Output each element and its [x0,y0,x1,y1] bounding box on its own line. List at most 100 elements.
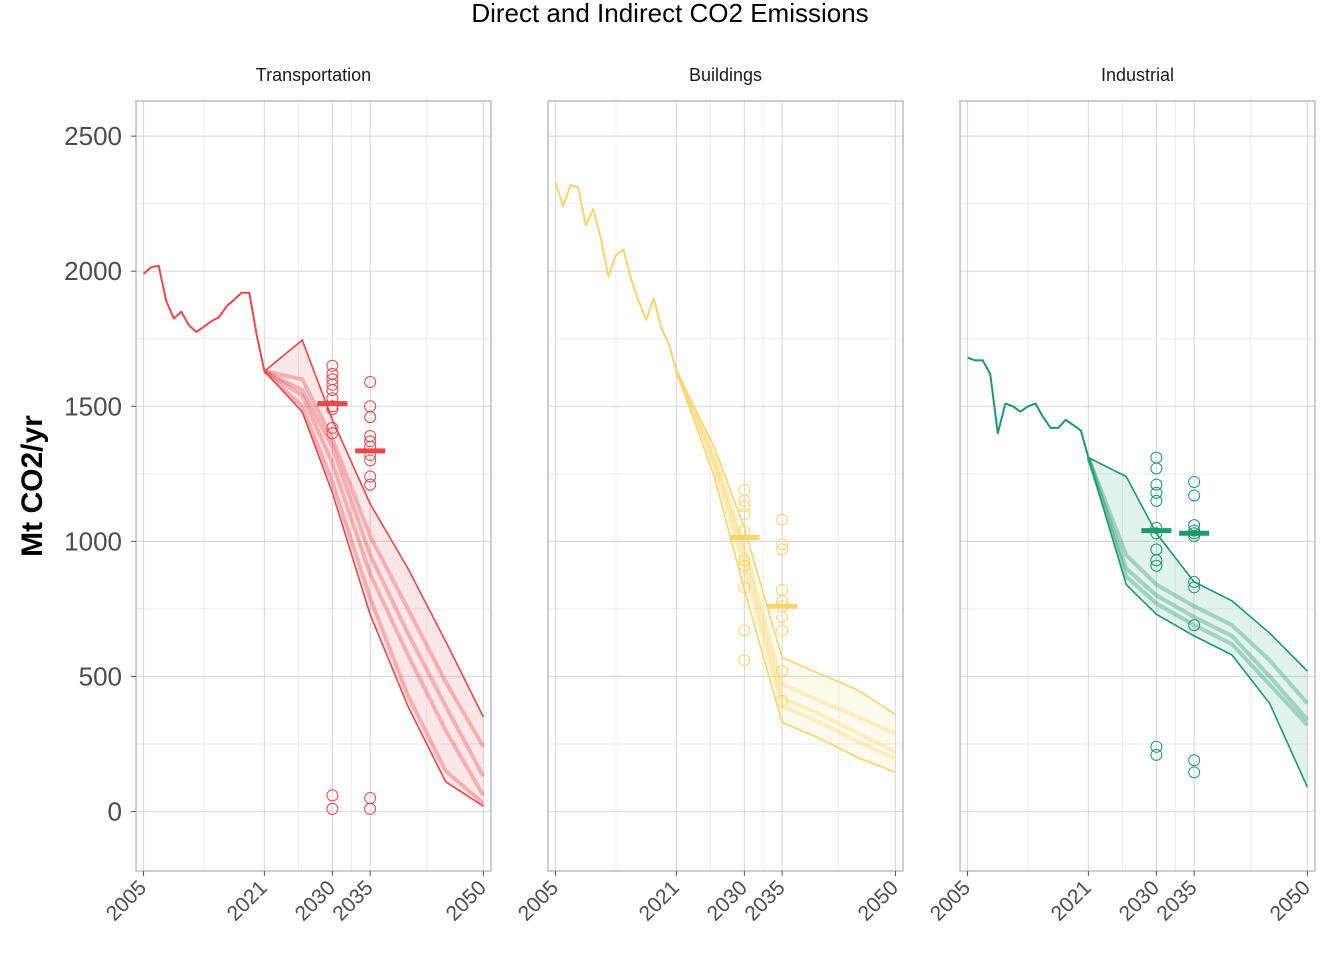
estimate-point [1188,475,1201,488]
estimate-point [776,513,789,526]
estimate-point [326,789,339,802]
estimate-point [1150,521,1163,534]
estimate-point [738,500,751,513]
panel-border [959,100,1316,872]
scenario-path [263,369,486,797]
estimate-point [776,611,789,624]
estimate-point [776,538,789,551]
estimate-point [1150,527,1163,540]
estimate-point [1150,748,1163,761]
scenario-path [263,369,486,778]
scenario-path [1086,456,1309,727]
estimate-point [1188,754,1201,767]
estimate-point [1150,486,1163,499]
estimate-point [364,375,377,388]
history-line [554,181,678,372]
facet-strip-label: Buildings [689,65,762,85]
x-tick-label: 2030 [291,876,340,925]
x-tick-label: 2030 [703,876,752,925]
y-tick-label: 2000 [64,256,122,286]
estimate-point [776,543,789,556]
y-tick-label: 1000 [64,526,122,556]
panel-border [547,100,904,872]
panel-border [135,100,492,872]
estimate-point [1150,559,1163,572]
estimate-point [1188,581,1201,594]
y-tick-label: 2500 [64,121,122,151]
scenario-path [674,370,897,754]
estimate-point [738,624,751,637]
scenario-path [1086,456,1309,722]
x-tick-label: 2005 [926,876,975,925]
x-tick-label: 2030 [1115,876,1164,925]
x-tick-label: 2035 [1152,876,1201,925]
x-tick-label: 2050 [442,876,491,925]
estimate-point [738,559,751,572]
scenario-path [263,369,486,748]
band-lower-line [675,370,896,774]
history-line [142,264,266,372]
estimate-point [326,400,339,413]
band-lower-line [263,370,484,807]
scenario-path [263,369,485,806]
estimate-point [1188,766,1201,779]
x-tick-label: 2021 [223,876,272,925]
history-line [967,356,1090,458]
y-axis-label: Mt CO2/yr [16,415,49,557]
estimate-point [1188,524,1201,537]
estimate-point [326,359,339,372]
band-upper-line [263,338,485,718]
estimate-point [1150,462,1163,475]
estimate-point [364,435,377,448]
x-tick-label: 2005 [514,876,563,925]
scenario-path [1086,456,1309,705]
estimate-point [738,554,751,567]
estimate-point [1150,554,1163,567]
estimate-point [364,411,377,424]
estimate-point [776,624,789,637]
estimate-point [776,665,789,678]
chart-title: Direct and Indirect CO2 Emissions [471,0,868,28]
facet-strip-label: Industrial [1101,65,1174,85]
x-tick-label: 2035 [328,876,377,925]
scenario-path [674,370,897,736]
facet-strip-label: Transportation [256,65,371,85]
estimate-point [776,694,789,707]
estimate-point [738,494,751,507]
estimate-point [738,508,751,521]
projection-band [676,371,896,773]
y-tick-label: 500 [79,661,122,691]
x-tick-label: 2050 [854,876,903,925]
estimate-point [326,384,339,397]
band-lower-line [1087,457,1309,788]
estimate-point [326,378,339,391]
estimate-point [364,478,377,491]
estimate-point [1150,494,1163,507]
projection-band [1088,457,1308,788]
estimate-point [364,470,377,483]
estimate-point [364,802,377,815]
x-tick-label: 2021 [1047,876,1096,925]
x-tick-label: 2035 [740,876,789,925]
x-tick-label: 2005 [102,876,151,925]
estimate-point [1150,478,1163,491]
estimate-point [1150,740,1163,753]
x-tick-label: 2021 [635,876,684,925]
estimate-point [1188,575,1201,588]
estimate-point [326,427,339,440]
band-upper-line [675,370,896,715]
estimate-point [1188,489,1201,502]
y-tick-label: 0 [108,797,122,827]
estimate-point [364,454,377,467]
y-tick-label: 1500 [64,391,122,421]
estimate-point [326,802,339,815]
estimate-point [1188,619,1201,632]
estimate-point [738,581,751,594]
estimate-point [1188,529,1201,542]
x-tick-label: 2050 [1266,876,1315,925]
